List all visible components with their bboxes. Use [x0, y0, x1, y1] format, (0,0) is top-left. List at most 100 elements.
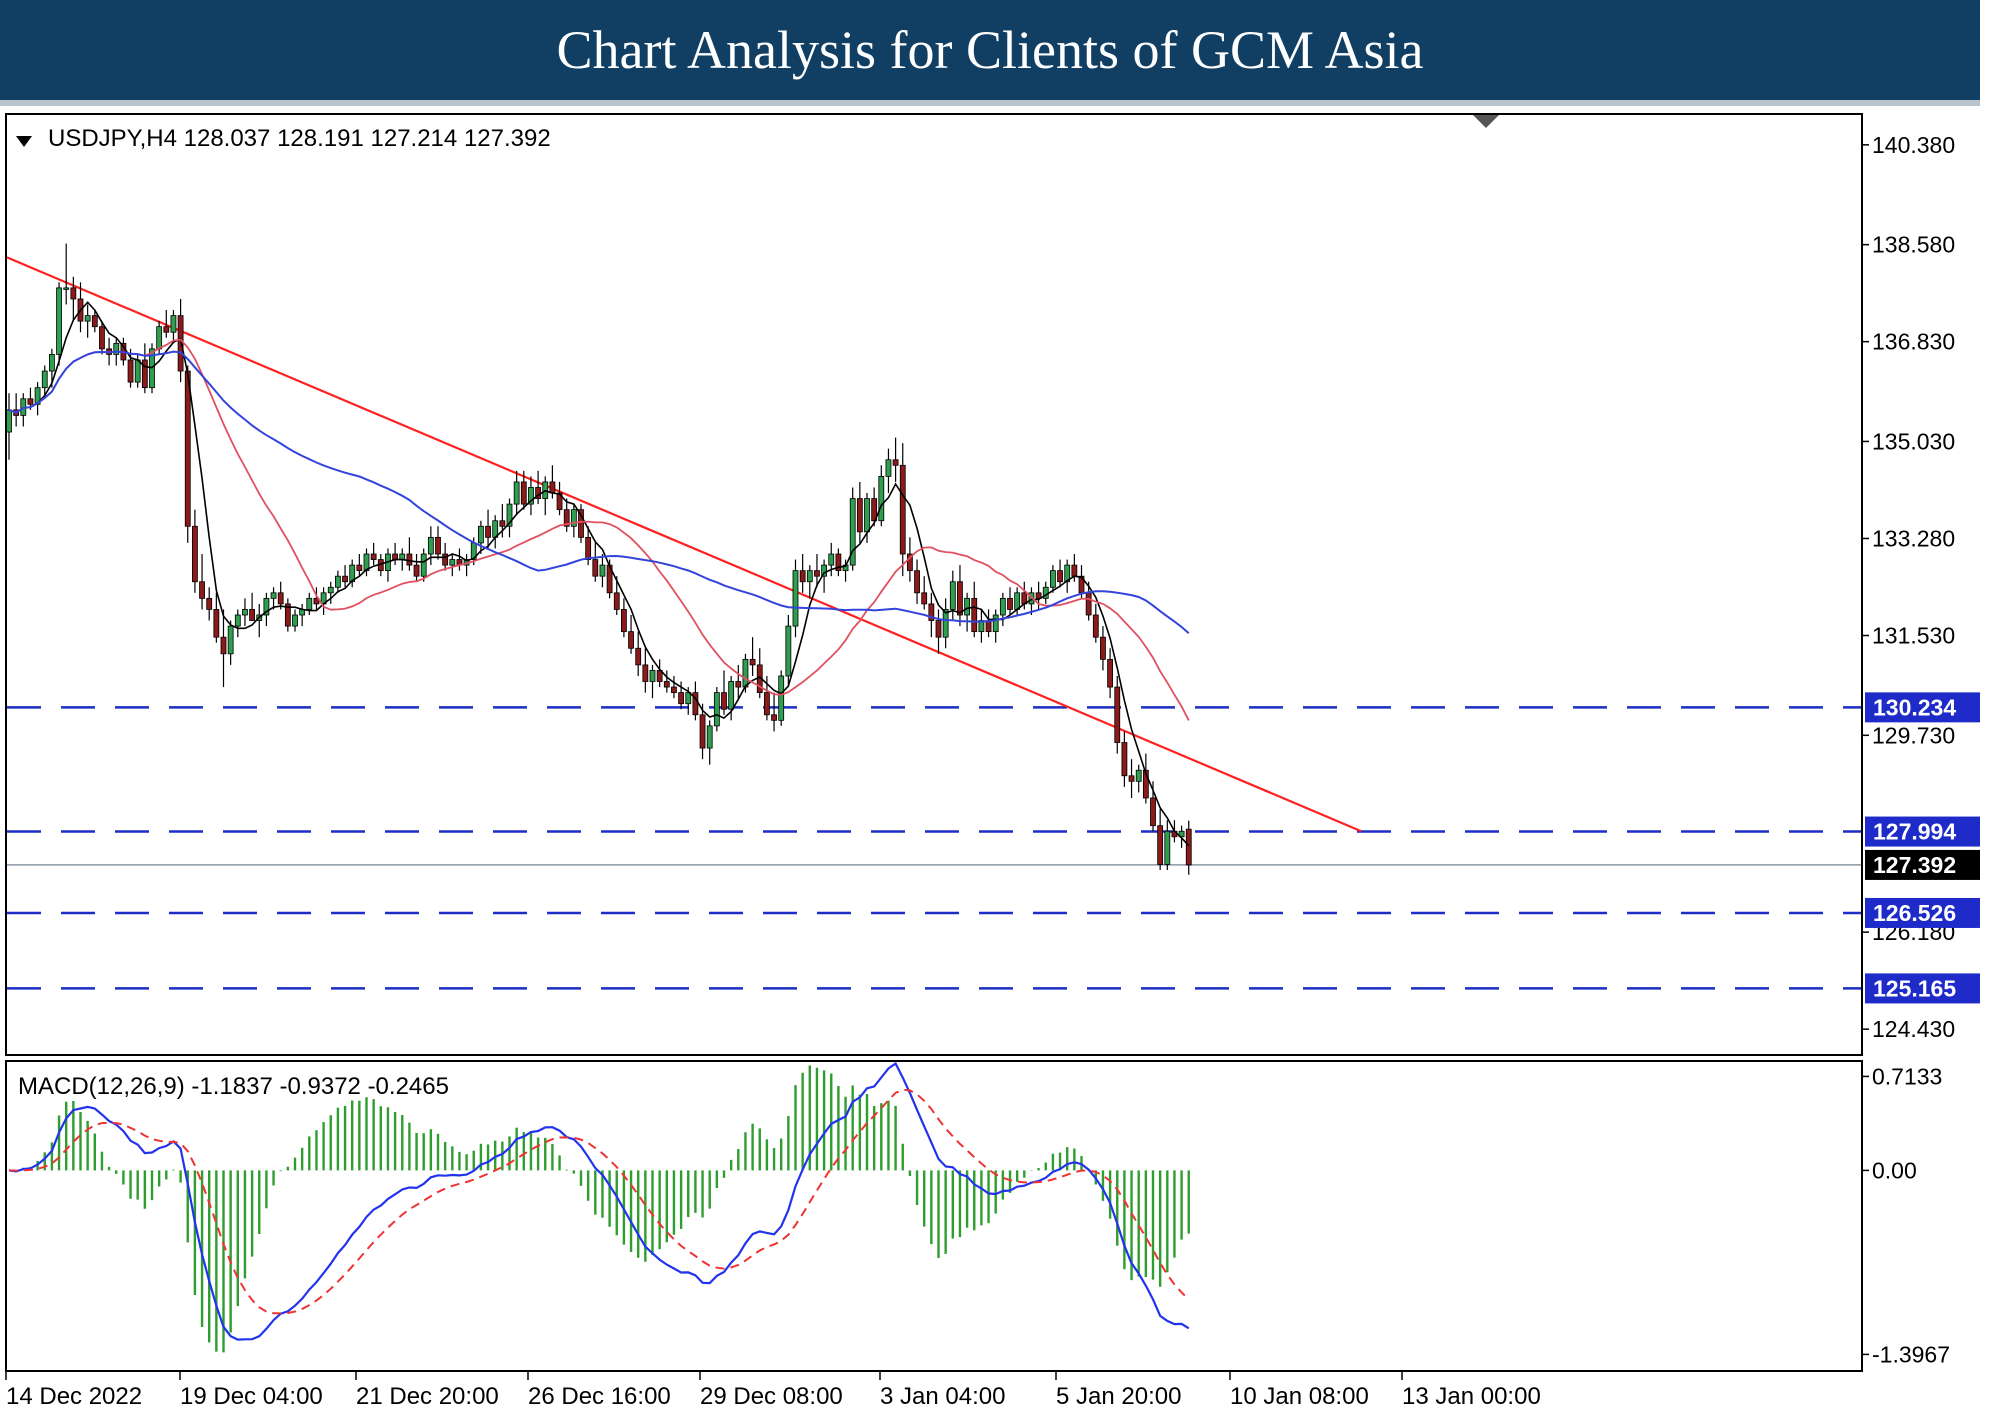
macd-main-value: -1.1837: [191, 1073, 273, 1100]
candle-body: [778, 675, 785, 721]
candle-body: [1121, 742, 1128, 777]
symbol-dropdown-icon[interactable]: [16, 136, 32, 147]
candle: [978, 609, 985, 643]
candle: [856, 481, 863, 543]
candle: [628, 614, 634, 654]
candle: [914, 559, 920, 604]
candle: [370, 542, 377, 566]
candle: [1128, 759, 1135, 798]
candle: [234, 609, 241, 638]
date-tick-label: 19 Dec 04:00: [180, 1383, 323, 1410]
candle: [227, 620, 234, 665]
candle: [1007, 587, 1013, 615]
candle-body: [163, 326, 170, 333]
candle-body: [814, 570, 820, 577]
candle: [99, 321, 105, 355]
candle-body: [799, 570, 806, 583]
candle: [13, 393, 20, 427]
candle-body: [685, 692, 692, 705]
candle-body: [706, 725, 713, 749]
candle: [256, 603, 263, 638]
candle: [1064, 559, 1071, 593]
candle-body: [399, 553, 406, 560]
candle-body: [413, 564, 420, 577]
candle-body: [99, 326, 105, 350]
candle: [778, 670, 785, 726]
macd-signal-line: [8, 1088, 1190, 1315]
candle: [821, 559, 827, 593]
candle-body: [1100, 636, 1106, 660]
candle-body: [914, 570, 920, 594]
candle: [334, 570, 341, 593]
candle: [306, 592, 313, 615]
candle: [528, 476, 534, 516]
candle-body: [234, 614, 241, 627]
candle-body: [892, 459, 899, 466]
candle-body: [599, 564, 606, 577]
candle: [1057, 559, 1063, 588]
candle: [220, 609, 227, 688]
candle-body: [141, 359, 148, 389]
candle-body: [477, 525, 484, 544]
candle: [663, 670, 670, 693]
candle: [1092, 603, 1099, 643]
candle: [706, 720, 713, 765]
candle-body: [249, 609, 256, 621]
candle-body: [935, 620, 942, 638]
date-tick-label: 10 Jan 08:00: [1230, 1383, 1369, 1410]
macd-header: MACD(12,26,9) -1.1837 -0.9372 -0.2465: [18, 1073, 449, 1101]
candle-body: [520, 481, 527, 505]
level-badge-3: [1865, 897, 1980, 928]
candle-body: [435, 536, 441, 555]
candle-body: [277, 592, 284, 605]
candle-body: [1128, 775, 1135, 782]
candle: [1121, 731, 1128, 787]
candle-body: [191, 525, 198, 583]
candle-body: [649, 670, 656, 682]
candle-body: [570, 509, 577, 527]
candle: [592, 542, 599, 582]
candle: [191, 509, 198, 593]
current-price-label: 127.392: [1873, 852, 1956, 878]
candle-body: [528, 487, 534, 505]
date-tick-label: 26 Dec 16:00: [528, 1383, 671, 1410]
candle-body: [91, 315, 98, 328]
candle-body: [1064, 564, 1071, 583]
candle-body: [871, 498, 878, 522]
candle: [206, 587, 213, 621]
macd-histogram-value: -0.2465: [367, 1073, 449, 1100]
candle-body: [699, 714, 706, 749]
shift-marker-icon[interactable]: [1473, 115, 1499, 128]
candle: [520, 470, 527, 510]
candle: [141, 343, 148, 394]
candle-body: [999, 597, 1006, 616]
candle: [435, 526, 441, 560]
candle: [771, 692, 777, 732]
candle: [599, 554, 606, 588]
candle-body: [1071, 564, 1078, 577]
candle-body: [342, 575, 348, 583]
level-badge-label-1: 130.234: [1873, 694, 1956, 720]
candle: [957, 565, 963, 627]
candle-body: [849, 498, 856, 566]
candle: [892, 437, 899, 482]
candle-body: [242, 609, 248, 616]
candle: [792, 559, 799, 638]
candle: [1142, 753, 1149, 804]
ohlc-high: 128.191: [277, 125, 364, 152]
candle-body: [578, 509, 584, 538]
candle: [713, 687, 720, 732]
candle: [284, 598, 291, 632]
candle-body: [513, 481, 520, 505]
candle-body: [49, 354, 55, 372]
macd-signal-value: -0.9372: [279, 1073, 361, 1100]
candle: [806, 565, 813, 599]
candle-body: [1185, 828, 1192, 866]
candle-body: [742, 658, 749, 688]
candle-body: [878, 475, 885, 522]
candle-body: [1050, 570, 1056, 588]
candle-body: [1178, 830, 1185, 838]
price-chart-panel[interactable]: [5, 113, 1863, 1056]
candle: [556, 481, 563, 516]
